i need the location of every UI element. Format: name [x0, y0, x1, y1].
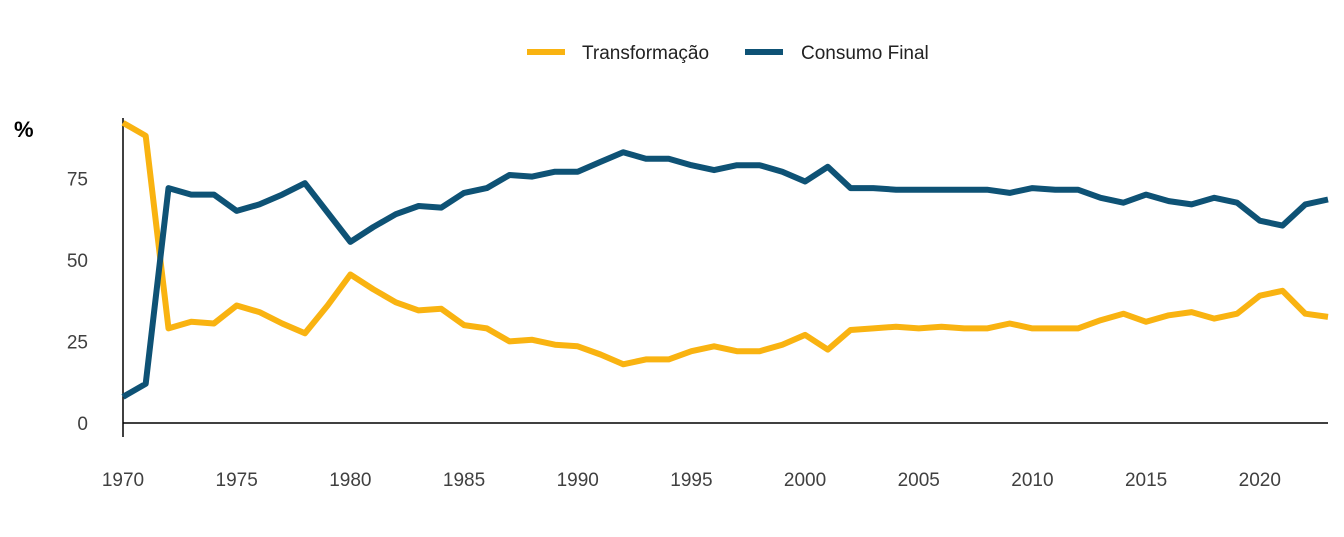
- x-tick-label: 2015: [1125, 470, 1167, 491]
- x-tick-label: 2005: [898, 470, 940, 491]
- x-tick-label: 1985: [443, 470, 485, 491]
- x-tick-label: 1995: [670, 470, 712, 491]
- y-tick-label: 25: [67, 332, 88, 353]
- x-tick-label: 2020: [1239, 470, 1281, 491]
- x-tick-label: 2000: [784, 470, 826, 491]
- x-tick-label: 1990: [557, 470, 599, 491]
- legend-label-consumo-final: Consumo Final: [801, 43, 929, 64]
- y-axis-unit-label: %: [14, 117, 34, 142]
- series-line-transformacao: [121, 120, 1329, 368]
- x-tick-label: 1975: [216, 470, 258, 491]
- x-tick-labels: 1970 1975 1980 1985 1990 1995 2000 2005 2010 2015…: [102, 470, 1281, 491]
- y-tick-label: 0: [77, 414, 88, 435]
- x-tick-label: 1980: [329, 470, 371, 491]
- y-tick-labels: 0 25 50 75: [67, 169, 88, 435]
- x-tick-label: 1970: [102, 470, 144, 491]
- legend: Transformação Consumo Final: [527, 43, 929, 64]
- x-tick-label: 2010: [1011, 470, 1053, 491]
- y-tick-label: 75: [67, 169, 88, 190]
- series-line-consumo-final: [121, 149, 1329, 400]
- y-tick-label: 50: [67, 251, 88, 272]
- legend-label-transformacao: Transformação: [582, 43, 709, 64]
- series-lines: [121, 120, 1329, 400]
